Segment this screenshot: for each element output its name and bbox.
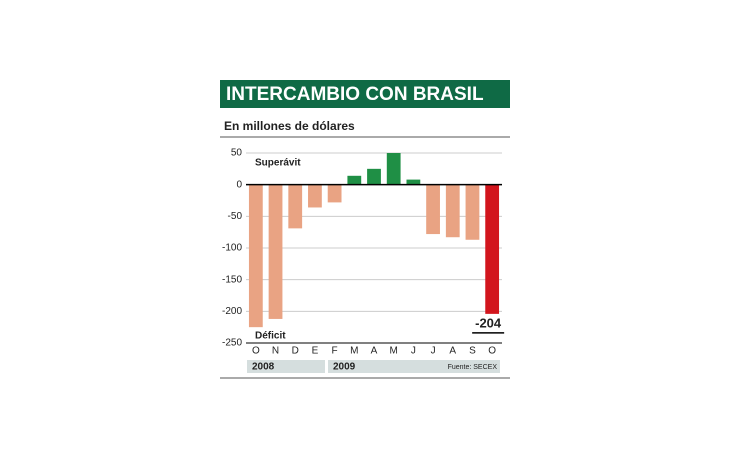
year-band [247,360,325,373]
bar [288,184,303,229]
year-band [328,360,500,373]
year-label: 2008 [252,362,275,373]
x-tick-label: E [312,346,319,357]
x-tick-label: N [272,346,279,357]
y-tick-label: -100 [222,243,242,254]
chart-title: INTERCAMBIO CON BRASIL [226,84,484,105]
bar [485,184,500,314]
bar [445,184,460,238]
x-tick-label: J [431,346,436,357]
annotation: Superávit [255,158,301,169]
bar [426,184,440,235]
y-tick-label: -250 [222,338,242,349]
bar [406,179,421,185]
annotation: Déficit [255,331,286,342]
bar [327,184,342,203]
bar [268,184,283,319]
y-tick-label: 0 [236,179,242,190]
y-tick-label: 50 [231,148,243,159]
x-tick-label: J [411,346,416,357]
bar [465,184,480,240]
year-label: 2009 [333,362,356,373]
x-tick-label: A [371,346,378,357]
y-tick-label: -200 [222,306,242,317]
bar [367,168,381,185]
title-bar [220,80,510,108]
bar [347,175,362,185]
x-tick-label: M [350,346,358,357]
bar [308,184,322,208]
x-tick-label: O [252,346,260,357]
value-label: -204 [475,315,502,330]
x-tick-label: O [488,346,496,357]
x-tick-label: F [332,346,338,357]
bar [386,153,401,185]
x-tick-label: M [390,346,398,357]
bar [248,184,263,328]
y-tick-label: -50 [228,211,243,222]
source: Fuente: SECEX [448,364,498,371]
y-tick-label: -150 [222,274,242,285]
subtitle: En millones de dólares [224,119,355,133]
x-tick-label: S [469,346,476,357]
x-tick-label: A [449,346,456,357]
x-tick-label: D [292,346,299,357]
